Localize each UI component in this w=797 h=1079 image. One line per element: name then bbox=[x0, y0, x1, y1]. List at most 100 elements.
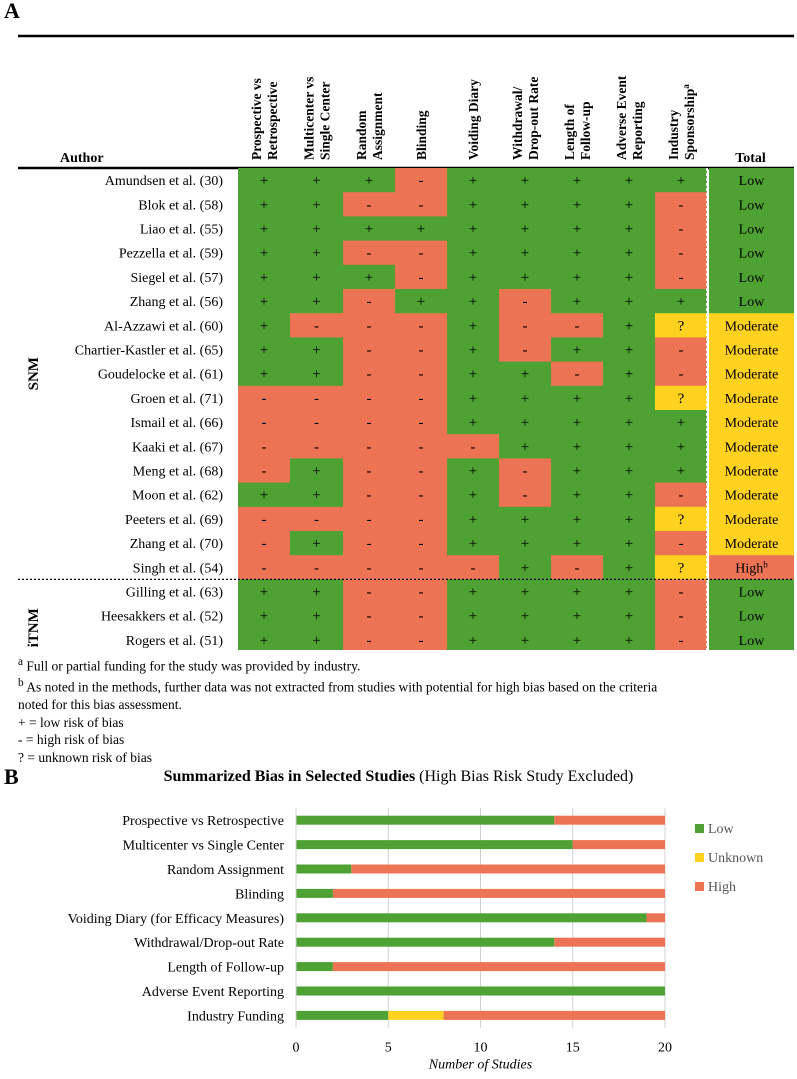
risk-cell-fill bbox=[603, 361, 655, 387]
risk-cell-fill bbox=[655, 385, 707, 411]
risk-cell-fill bbox=[447, 313, 499, 338]
risk-cell-fill bbox=[551, 482, 655, 508]
risk-symbol: + bbox=[573, 173, 581, 189]
bar-segment-low bbox=[296, 815, 555, 825]
risk-symbol: + bbox=[469, 633, 477, 649]
risk-cell-fill bbox=[551, 361, 603, 387]
risk-symbol: + bbox=[521, 197, 529, 213]
risk-symbol: - bbox=[575, 367, 580, 383]
risk-symbol: - bbox=[679, 343, 684, 359]
risk-cell-fill bbox=[447, 531, 655, 556]
risk-symbol: + bbox=[625, 294, 633, 310]
risk-cell-fill bbox=[343, 579, 447, 605]
author-name: Goudelocke et al. (61) bbox=[98, 368, 224, 383]
total-cell-fill bbox=[709, 264, 794, 290]
risk-cell-fill bbox=[655, 361, 707, 387]
risk-cell-fill bbox=[238, 337, 343, 363]
risk-cell-fill bbox=[238, 313, 290, 338]
panel-a-label: A bbox=[4, 0, 20, 23]
risk-symbol: + bbox=[469, 222, 477, 238]
column-header: Industry bbox=[666, 109, 681, 160]
total-cell-fill bbox=[709, 603, 794, 629]
risk-cell-fill bbox=[499, 434, 707, 459]
risk-symbol: - bbox=[314, 560, 319, 576]
risk-symbol: + bbox=[573, 464, 581, 480]
risk-cell-fill bbox=[290, 458, 343, 484]
risk-symbol: + bbox=[521, 560, 529, 576]
total-rating: Moderate bbox=[725, 513, 779, 528]
risk-symbol: + bbox=[469, 585, 477, 601]
risk-cell-fill bbox=[343, 603, 447, 629]
risk-cell-fill bbox=[290, 313, 447, 338]
x-tick-label: 20 bbox=[658, 1041, 672, 1056]
risk-symbol: + bbox=[521, 173, 529, 189]
total-rating: Highb bbox=[735, 559, 768, 576]
risk-symbol: - bbox=[419, 609, 424, 625]
column-header: Single Center bbox=[318, 82, 333, 160]
risk-symbol: + bbox=[469, 270, 477, 286]
risk-symbol: + bbox=[469, 609, 477, 625]
risk-symbol: + bbox=[312, 367, 320, 383]
risk-symbol: - bbox=[262, 464, 267, 480]
risk-symbol: + bbox=[573, 488, 581, 504]
risk-symbol: + bbox=[469, 343, 477, 359]
total-rating: Moderate bbox=[725, 537, 779, 552]
risk-symbol: + bbox=[469, 246, 477, 262]
risk-cell-fill bbox=[447, 337, 499, 363]
column-header: Reporting bbox=[630, 101, 645, 160]
risk-symbol: - bbox=[367, 318, 372, 334]
risk-cell-fill bbox=[343, 458, 447, 484]
risk-symbol: - bbox=[419, 343, 424, 359]
risk-symbol: ? bbox=[678, 512, 685, 528]
risk-cell-fill bbox=[655, 264, 707, 290]
risk-cell-fill bbox=[238, 506, 447, 532]
risk-symbol: + bbox=[573, 585, 581, 601]
category-label: Voiding Diary (for Efficacy Measures) bbox=[68, 912, 285, 927]
risk-symbol: - bbox=[679, 270, 684, 286]
author-name: Rogers et al. (51) bbox=[126, 634, 224, 649]
risk-cell-fill bbox=[343, 192, 447, 217]
risk-symbol: + bbox=[573, 391, 581, 407]
risk-symbol: + bbox=[260, 270, 268, 286]
author-name: Al-Azzawi et al. (60) bbox=[104, 319, 223, 334]
risk-symbol: + bbox=[521, 246, 529, 262]
risk-symbol: + bbox=[312, 343, 320, 359]
risk-cell-fill bbox=[238, 264, 395, 290]
bar-segment-high bbox=[554, 815, 665, 825]
risk-symbol: + bbox=[260, 318, 268, 334]
risk-symbol: - bbox=[679, 367, 684, 383]
risk-cell-fill bbox=[447, 264, 655, 290]
risk-cell-fill bbox=[238, 458, 290, 484]
risk-symbol: + bbox=[312, 246, 320, 262]
risk-symbol: + bbox=[625, 536, 633, 552]
risk-symbol: + bbox=[260, 222, 268, 238]
risk-symbol: + bbox=[521, 633, 529, 649]
risk-symbol: + bbox=[625, 609, 633, 625]
risk-symbol: + bbox=[521, 270, 529, 286]
risk-cell-fill bbox=[447, 192, 655, 217]
risk-symbol: - bbox=[367, 415, 372, 431]
risk-symbol: + bbox=[521, 536, 529, 552]
risk-symbol: - bbox=[679, 585, 684, 601]
risk-symbol: + bbox=[573, 246, 581, 262]
risk-symbol: - bbox=[679, 246, 684, 262]
panel-b-label: B bbox=[4, 764, 19, 789]
risk-symbol: + bbox=[469, 536, 477, 552]
risk-symbol: + bbox=[573, 439, 581, 455]
author-name: Gilling et al. (63) bbox=[126, 586, 224, 601]
risk-symbol: + bbox=[521, 512, 529, 528]
risk-symbol: + bbox=[260, 609, 268, 625]
risk-symbol: - bbox=[419, 246, 424, 262]
risk-symbol: - bbox=[419, 585, 424, 601]
risk-cell-fill bbox=[655, 192, 707, 217]
total-cell-fill bbox=[709, 579, 794, 605]
author-name: Groen et al. (71) bbox=[130, 392, 223, 407]
column-header: Adverse Event bbox=[614, 75, 629, 160]
total-cell-fill bbox=[709, 216, 794, 242]
risk-cell-fill bbox=[655, 555, 707, 580]
risk-symbol: - bbox=[262, 512, 267, 528]
risk-cell-fill bbox=[395, 264, 447, 290]
risk-symbol: + bbox=[521, 391, 529, 407]
risk-cell-fill bbox=[447, 168, 707, 193]
column-header: Retrospective bbox=[265, 82, 280, 160]
